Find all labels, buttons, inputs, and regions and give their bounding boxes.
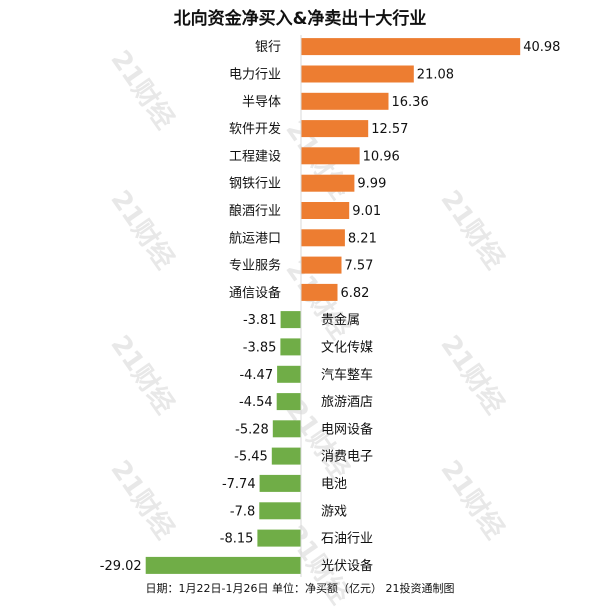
- value-label: -7.74: [222, 477, 256, 492]
- value-label: 40.98: [523, 40, 560, 55]
- category-label: 航运港口: [229, 230, 281, 246]
- value-label: -8.15: [220, 532, 254, 547]
- value-label: 9.99: [357, 177, 386, 192]
- bar: [301, 229, 345, 247]
- bar: [272, 420, 301, 438]
- chart-footer: 日期：1月22日-1月26日 单位：净买额（亿元） 21投资通制图: [145, 582, 455, 595]
- value-label: -29.02: [100, 559, 142, 574]
- value-label: -4.47: [239, 368, 273, 383]
- category-label: 文化传媒: [321, 340, 373, 355]
- bar: [280, 311, 301, 329]
- value-label: 9.01: [352, 204, 381, 219]
- value-label: -5.45: [234, 450, 268, 465]
- category-label: 消费电子: [321, 450, 373, 465]
- bar: [280, 338, 301, 356]
- value-label: 12.57: [371, 122, 408, 137]
- value-label: 8.21: [348, 231, 377, 246]
- bar: [271, 447, 301, 465]
- value-label: -7.8: [230, 504, 255, 519]
- category-label: 通信设备: [229, 285, 281, 301]
- category-label: 专业服务: [229, 258, 281, 274]
- value-label: -5.28: [235, 422, 269, 437]
- bar: [301, 202, 350, 219]
- category-label: 石油行业: [321, 532, 373, 547]
- bar: [301, 283, 338, 301]
- bar: [277, 365, 301, 383]
- chart-title: 北向资金净买入&净卖出十大行业: [173, 9, 427, 29]
- category-label: 汽车整车: [321, 367, 373, 383]
- bar: [259, 502, 301, 520]
- bar: [301, 147, 360, 165]
- value-label: 6.82: [341, 286, 370, 301]
- value-label: -3.81: [243, 313, 277, 328]
- bar: [301, 120, 369, 138]
- bar: [259, 474, 301, 492]
- bar: [276, 393, 301, 411]
- category-label: 酿酒行业: [229, 203, 281, 219]
- bar: [301, 92, 389, 110]
- value-label: 7.57: [345, 259, 374, 274]
- category-label: 旅游酒店: [321, 395, 373, 410]
- category-label: 工程建设: [229, 149, 281, 164]
- bar: [257, 529, 301, 547]
- bar: [301, 256, 342, 274]
- category-label: 软件开发: [229, 121, 281, 137]
- category-label: 贵金属: [321, 312, 360, 328]
- category-label: 电网设备: [321, 421, 373, 437]
- bar: [301, 38, 521, 56]
- value-label: -3.85: [243, 340, 277, 355]
- value-label: 10.96: [363, 149, 400, 164]
- category-label: 光伏设备: [321, 558, 373, 574]
- bar: [301, 65, 414, 83]
- bar: [145, 556, 301, 574]
- category-label: 电池: [321, 477, 347, 492]
- value-label: 21.08: [417, 68, 454, 83]
- value-label: -4.54: [239, 395, 273, 410]
- category-label: 银行: [255, 40, 281, 55]
- category-label: 电力行业: [229, 68, 281, 83]
- bar: [301, 174, 355, 192]
- category-label: 钢铁行业: [229, 177, 281, 192]
- value-label: 16.36: [392, 95, 429, 110]
- category-label: 游戏: [321, 504, 347, 519]
- category-label: 半导体: [242, 95, 281, 110]
